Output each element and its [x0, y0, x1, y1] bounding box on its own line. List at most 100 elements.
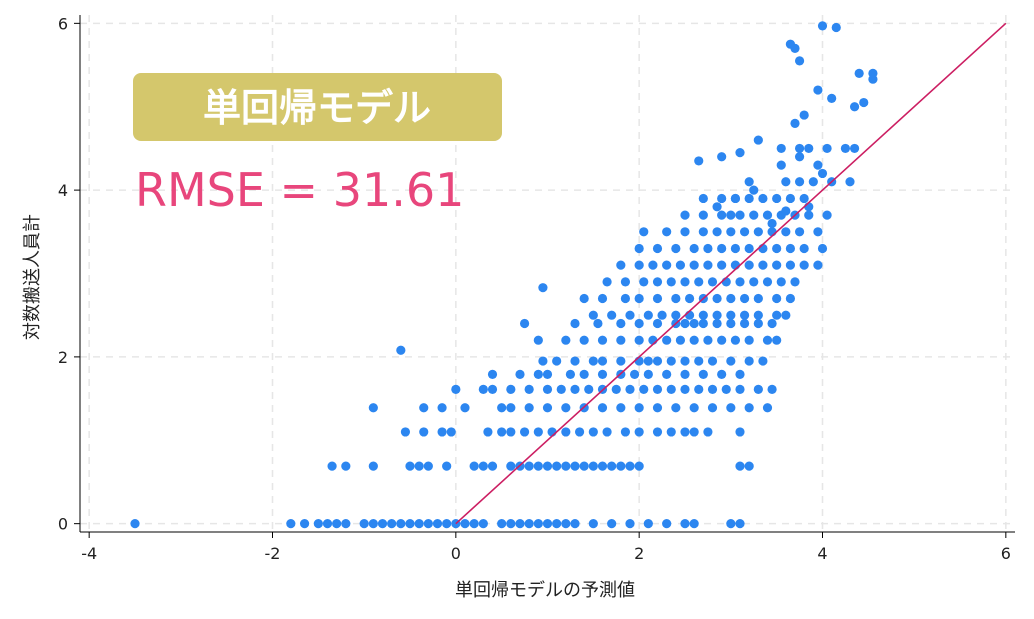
- data-point: [698, 318, 708, 329]
- data-point: [762, 403, 773, 413]
- data-point: [396, 345, 406, 355]
- data-point: [772, 243, 782, 254]
- data-point: [772, 335, 782, 345]
- data-point: [130, 519, 140, 529]
- data-point: [726, 210, 736, 220]
- data-point: [689, 260, 699, 270]
- data-point: [419, 427, 429, 437]
- data-point: [744, 356, 754, 366]
- data-point: [643, 356, 653, 366]
- data-point: [813, 227, 823, 237]
- axes: [74, 15, 1015, 538]
- data-point: [726, 356, 736, 366]
- data-point: [405, 461, 415, 471]
- data-point: [744, 243, 754, 254]
- data-point: [753, 318, 763, 329]
- data-point: [423, 519, 433, 529]
- data-point: [744, 335, 754, 345]
- data-point: [680, 356, 690, 366]
- data-point: [726, 403, 736, 413]
- data-point: [694, 384, 704, 395]
- data-point: [634, 260, 644, 270]
- data-point: [368, 461, 378, 471]
- data-point: [515, 369, 525, 379]
- data-point: [712, 227, 722, 237]
- data-point: [680, 519, 690, 529]
- data-point: [790, 277, 800, 287]
- data-point: [675, 335, 686, 345]
- data-point: [680, 384, 690, 395]
- data-point: [533, 519, 543, 529]
- data-point: [794, 56, 805, 66]
- data-point: [607, 519, 617, 529]
- data-point: [652, 356, 663, 366]
- data-point: [341, 519, 351, 529]
- data-point: [776, 143, 786, 154]
- data-point: [588, 356, 598, 366]
- data-point: [730, 335, 741, 345]
- data-point: [666, 427, 676, 437]
- data-point: [762, 210, 773, 220]
- data-point: [808, 177, 818, 187]
- data-point: [744, 461, 754, 471]
- data-point: [735, 147, 745, 158]
- data-point: [652, 427, 663, 437]
- data-point: [625, 384, 635, 395]
- rmse-annotation: RMSE = 31.61: [135, 163, 464, 217]
- data-point: [478, 384, 488, 395]
- data-point: [758, 193, 768, 204]
- data-point: [487, 461, 498, 471]
- data-point: [611, 384, 621, 395]
- data-point: [597, 356, 608, 366]
- data-point: [616, 260, 626, 270]
- data-point: [799, 260, 809, 270]
- y-axis-title: 対数搬送人員計: [22, 214, 43, 340]
- data-point: [634, 427, 644, 437]
- data-point: [762, 277, 773, 287]
- data-point: [689, 403, 699, 413]
- data-point: [588, 519, 598, 529]
- data-point: [497, 519, 507, 529]
- data-point: [684, 293, 695, 304]
- data-point: [533, 461, 543, 471]
- data-point: [616, 318, 626, 329]
- data-point: [570, 318, 580, 329]
- data-point: [414, 461, 424, 471]
- data-point: [744, 177, 754, 187]
- data-point: [368, 403, 378, 413]
- x-tick-label: 0: [451, 544, 461, 563]
- tick-labels: -4 -2 0 2 4 6 0 2 4 6: [58, 14, 1011, 563]
- data-point: [506, 384, 516, 395]
- data-point: [519, 318, 530, 329]
- data-point: [698, 193, 708, 204]
- data-point: [588, 310, 598, 320]
- data-point: [616, 403, 626, 413]
- data-point: [542, 384, 553, 395]
- data-point: [822, 210, 832, 220]
- data-point: [469, 461, 479, 471]
- data-point: [671, 243, 681, 254]
- data-point: [634, 461, 644, 471]
- data-point: [689, 243, 699, 254]
- data-point: [717, 243, 727, 254]
- data-point: [749, 277, 759, 287]
- data-point: [588, 427, 598, 437]
- data-point: [584, 384, 594, 395]
- data-point: [437, 427, 447, 437]
- data-point: [703, 427, 713, 437]
- data-point: [717, 335, 727, 345]
- data-point: [840, 143, 851, 154]
- data-point: [698, 369, 708, 379]
- data-point: [772, 260, 782, 270]
- data-point: [849, 143, 860, 154]
- data-point: [817, 168, 828, 179]
- data-point: [625, 461, 635, 471]
- data-point: [785, 260, 796, 270]
- data-point: [735, 277, 745, 287]
- data-point: [772, 310, 782, 320]
- data-point: [662, 335, 672, 345]
- data-point: [506, 403, 516, 413]
- data-point: [607, 461, 617, 471]
- data-point: [749, 210, 759, 220]
